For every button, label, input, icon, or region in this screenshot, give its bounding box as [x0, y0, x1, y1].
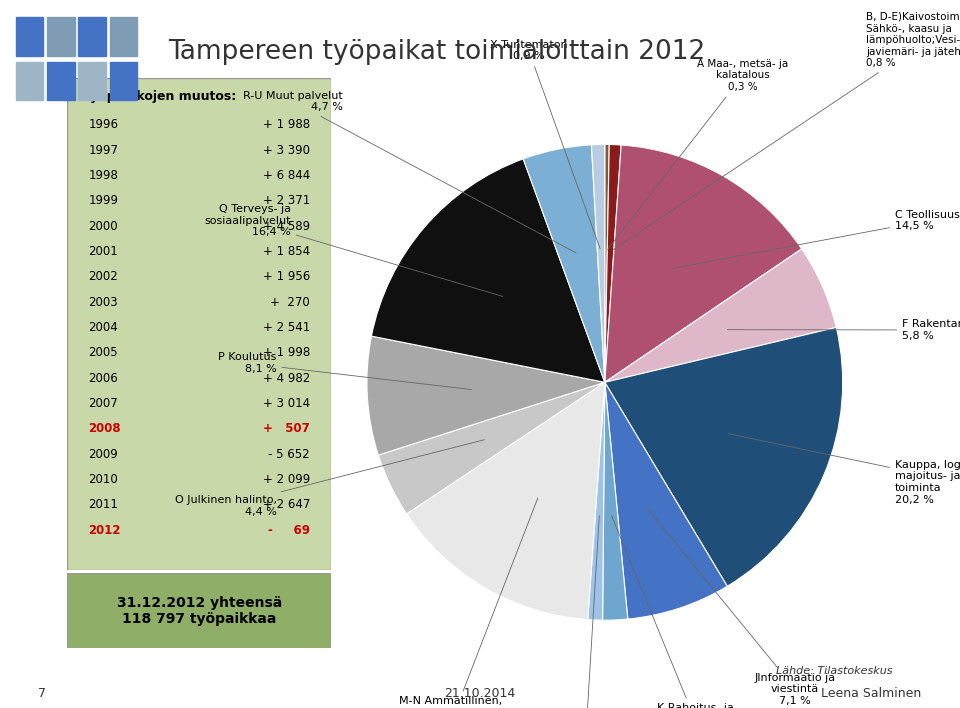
Text: + 1 956: + 1 956 [263, 270, 310, 283]
Wedge shape [523, 145, 605, 382]
Text: - 5 652: - 5 652 [269, 447, 310, 461]
Text: Tampereen työpaikat toimialoittain 2012: Tampereen työpaikat toimialoittain 2012 [168, 39, 706, 65]
Text: M-N Ammatillinen,
tieteellinen ja tekninen
toiminta; Hallinto- ja
tukipalvelutoi: M-N Ammatillinen, tieteellinen ja teknin… [386, 498, 538, 708]
Wedge shape [605, 145, 802, 382]
FancyBboxPatch shape [67, 78, 331, 570]
Text: + 1 988: + 1 988 [263, 118, 310, 131]
Text: +   507: + 507 [263, 422, 310, 435]
Text: + 2 647: + 2 647 [263, 498, 310, 511]
Text: + 4 982: + 4 982 [263, 372, 310, 384]
Text: R-U Muut palvelut
4,7 %: R-U Muut palvelut 4,7 % [244, 91, 576, 253]
Text: JInformaatio ja
viestintä
7,1 %: JInformaatio ja viestintä 7,1 % [648, 509, 835, 706]
Text: 2005: 2005 [88, 346, 118, 359]
Text: L Kiinteistöalan
toiminta
1,0 %: L Kiinteistöalan toiminta 1,0 % [543, 516, 629, 708]
Text: 2011: 2011 [88, 498, 118, 511]
Text: 2003: 2003 [88, 296, 118, 309]
Wedge shape [407, 382, 605, 620]
Text: Q Terveys- ja
sosiaalipalvelut
16,4 %: Q Terveys- ja sosiaalipalvelut 16,4 % [204, 204, 503, 297]
Text: Työpaikkojen muutos:: Työpaikkojen muutos: [84, 90, 236, 103]
Bar [47, 17, 75, 56]
Text: + 3 390: + 3 390 [263, 144, 310, 156]
Text: + 6 844: + 6 844 [263, 169, 310, 182]
Text: 7: 7 [38, 687, 46, 700]
Wedge shape [605, 144, 621, 382]
Text: 2002: 2002 [88, 270, 118, 283]
Text: 1996: 1996 [88, 118, 118, 131]
Text: 2009: 2009 [88, 447, 118, 461]
Wedge shape [605, 144, 610, 382]
Wedge shape [378, 382, 605, 514]
Wedge shape [605, 249, 836, 382]
Text: + 1 998: + 1 998 [263, 346, 310, 359]
Text: Leena Salminen: Leena Salminen [822, 687, 922, 700]
Bar [16, 62, 43, 101]
Wedge shape [603, 382, 628, 620]
Text: K Rahoitus- ja
vakuutustoiminta
1,7 %: K Rahoitus- ja vakuutustoiminta 1,7 % [612, 515, 744, 708]
Text: + 1 854: + 1 854 [263, 245, 310, 258]
FancyBboxPatch shape [67, 573, 331, 648]
Wedge shape [605, 327, 843, 586]
Text: + 3 014: + 3 014 [263, 397, 310, 410]
Text: P Koulutus
8,1 %: P Koulutus 8,1 % [218, 353, 471, 389]
Text: 2007: 2007 [88, 397, 118, 410]
Bar [109, 62, 137, 101]
Text: 2000: 2000 [88, 219, 118, 233]
Wedge shape [367, 336, 605, 455]
Text: 2006: 2006 [88, 372, 118, 384]
Text: 1997: 1997 [88, 144, 118, 156]
Text: 2001: 2001 [88, 245, 118, 258]
Text: 2004: 2004 [88, 321, 118, 334]
Text: +  270: + 270 [271, 296, 310, 309]
Text: 31.12.2012 yhteensä
118 797 työpaikkaa: 31.12.2012 yhteensä 118 797 työpaikkaa [116, 595, 282, 626]
Text: A Maa-, metsä- ja
kalatalous
0,3 %: A Maa-, metsä- ja kalatalous 0,3 % [608, 59, 788, 249]
Text: F Rakentaminen
5,8 %: F Rakentaminen 5,8 % [728, 319, 960, 341]
Text: 2012: 2012 [88, 523, 121, 537]
Text: 1999: 1999 [88, 194, 118, 207]
Text: O Julkinen halinto,
4,4 %: O Julkinen halinto, 4,4 % [175, 440, 484, 517]
Text: 2008: 2008 [88, 422, 121, 435]
Text: 2010: 2010 [88, 473, 118, 486]
Text: 1998: 1998 [88, 169, 118, 182]
Text: + 4 589: + 4 589 [263, 219, 310, 233]
Text: B, D-E)Kaivostoiminta;
Sähkö-, kaasu ja
lämpöhuolto;Vesi-,
javiemäri- ja jätehuo: B, D-E)Kaivostoiminta; Sähkö-, kaasu ja … [612, 12, 960, 250]
Text: + 2 541: + 2 541 [263, 321, 310, 334]
Bar [79, 62, 106, 101]
Text: + 2 371: + 2 371 [263, 194, 310, 207]
Text: + 2 099: + 2 099 [263, 473, 310, 486]
Bar [79, 17, 106, 56]
Wedge shape [591, 144, 605, 382]
Wedge shape [372, 159, 605, 382]
Text: 21.10.2014: 21.10.2014 [444, 687, 516, 700]
Wedge shape [605, 382, 728, 619]
Text: X Tuntematon
0,9 %: X Tuntematon 0,9 % [490, 40, 600, 249]
Bar [109, 17, 137, 56]
Bar [16, 17, 43, 56]
Text: -     69: - 69 [268, 523, 310, 537]
Text: Lähde: Tilastokeskus: Lähde: Tilastokeskus [777, 666, 893, 676]
Wedge shape [588, 382, 605, 620]
Text: Kauppa, logistiikka,
majoitus- ja ravitsemis-
toiminta
20,2 %: Kauppa, logistiikka, majoitus- ja ravits… [728, 434, 960, 505]
Text: C Teollisuus
14,5 %: C Teollisuus 14,5 % [673, 210, 960, 268]
Bar [47, 62, 75, 101]
